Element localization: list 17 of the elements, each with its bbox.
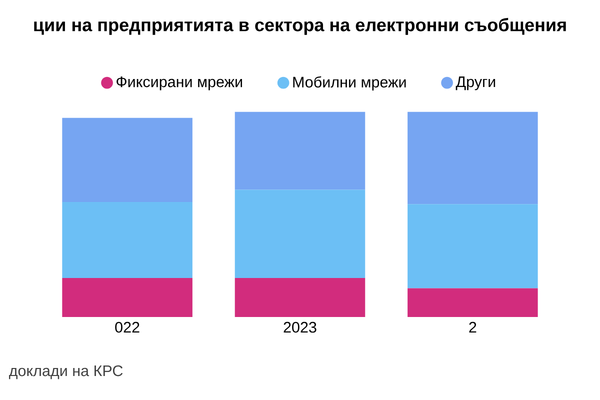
bar (62, 118, 192, 202)
bar (408, 288, 538, 318)
x-tick-label: 2023 (284, 322, 316, 333)
text: доклади на КРС (9, 365, 123, 380)
bar (234, 190, 366, 278)
bar (234, 112, 366, 190)
chart-title: ции на предприятията в сектора на електронни съобщения (34, 18, 566, 35)
bar (234, 278, 366, 318)
bar (62, 202, 192, 278)
legend-label: Други (456, 76, 496, 90)
bar (408, 204, 538, 288)
bar (408, 112, 538, 204)
legend-label: Мобилни мрежи (293, 76, 406, 91)
legend-label: Фиксирани мрежи (116, 76, 242, 90)
x-tick-label: 022 (115, 322, 140, 333)
bar (62, 278, 192, 318)
x-tick-label: 2 (469, 322, 476, 333)
